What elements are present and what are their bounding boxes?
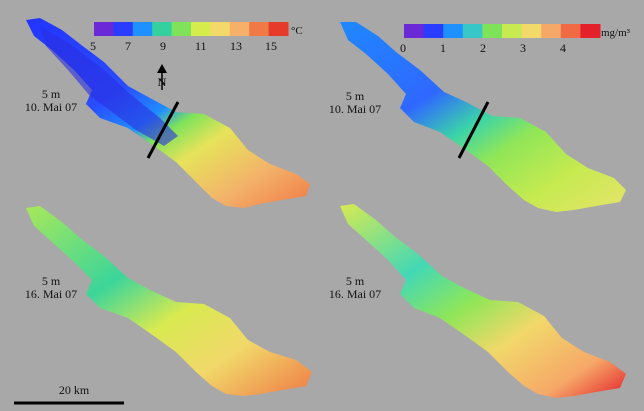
colorbar-swatch [521, 24, 542, 38]
colorbar-swatch [560, 24, 581, 38]
colorbar-tick-label: 0 [400, 41, 406, 55]
transect-line-temp [146, 101, 180, 159]
colorbar-tick-label: 1 [440, 41, 446, 55]
colorbar-tick-label: 11 [195, 39, 207, 53]
depth-label: 5 m [345, 89, 365, 103]
north-arrow [157, 64, 167, 90]
colorbar-swatch [404, 24, 425, 38]
depth-label: 5 m [345, 274, 365, 288]
colorbar-swatch [268, 22, 289, 36]
colorbar-swatch [152, 22, 173, 36]
colorbar-tick-label: 5 [90, 39, 96, 53]
depth-label: 5 m [41, 274, 61, 288]
north-label: N [157, 75, 167, 89]
colorbar-swatch [210, 22, 231, 36]
date-label: 10. Mai 07 [24, 100, 78, 114]
colorbar-swatch [462, 24, 483, 38]
temperature-colorbar [94, 22, 289, 36]
depth-label: 5 m [41, 87, 61, 101]
colorbar-swatch [132, 22, 153, 36]
scale-bar-label: 20 km [58, 383, 90, 397]
colorbar-tick-label: 2 [480, 41, 486, 55]
chlorophyll-colorbar [404, 24, 601, 38]
colorbar-swatch [482, 24, 503, 38]
colorbar-swatch [502, 24, 523, 38]
colorbar-swatch [191, 22, 211, 36]
date-label: 16. Mai 07 [24, 287, 78, 301]
panel-label-chl-may16: 5 m 16. Mai 07 [316, 275, 394, 301]
colorbar-swatch [249, 22, 270, 36]
colorbar-swatch [541, 24, 562, 38]
colorbar-swatch [94, 22, 114, 36]
colorbar-swatch [443, 24, 464, 38]
date-label: 16. Mai 07 [328, 287, 382, 301]
panel-label-temp-may16: 5 m 16. Mai 07 [12, 275, 90, 301]
panel-label-temp-may10: 5 m 10. Mai 07 [12, 88, 90, 114]
colorbar-swatch [113, 22, 134, 36]
colorbar-swatch [171, 22, 192, 36]
colorbar-tick-label: 15 [265, 39, 277, 53]
colorbar-tick-label: 3 [520, 41, 526, 55]
lake-chlorophyll-may16 [340, 204, 626, 398]
lake-chlorophyll-may10 [340, 22, 626, 212]
temperature-unit: °C [291, 25, 303, 37]
colorbar-swatch [229, 22, 250, 36]
colorbar-tick-label: 9 [160, 39, 166, 53]
colorbar-tick-label: 13 [230, 39, 242, 53]
transect-line-chl [457, 101, 490, 159]
cold-core-may10 [40, 26, 178, 146]
chlorophyll-unit: mg/m³ [601, 27, 630, 39]
colorbar-tick-label: 4 [560, 41, 566, 55]
lake-temperature-may16 [26, 206, 312, 396]
colorbar-tick-label: 7 [125, 39, 131, 53]
colorbar-swatch [580, 24, 601, 38]
colorbar-swatch [423, 24, 444, 38]
panel-label-chl-may10: 5 m 10. Mai 07 [316, 90, 394, 116]
date-label: 10. Mai 07 [328, 102, 382, 116]
